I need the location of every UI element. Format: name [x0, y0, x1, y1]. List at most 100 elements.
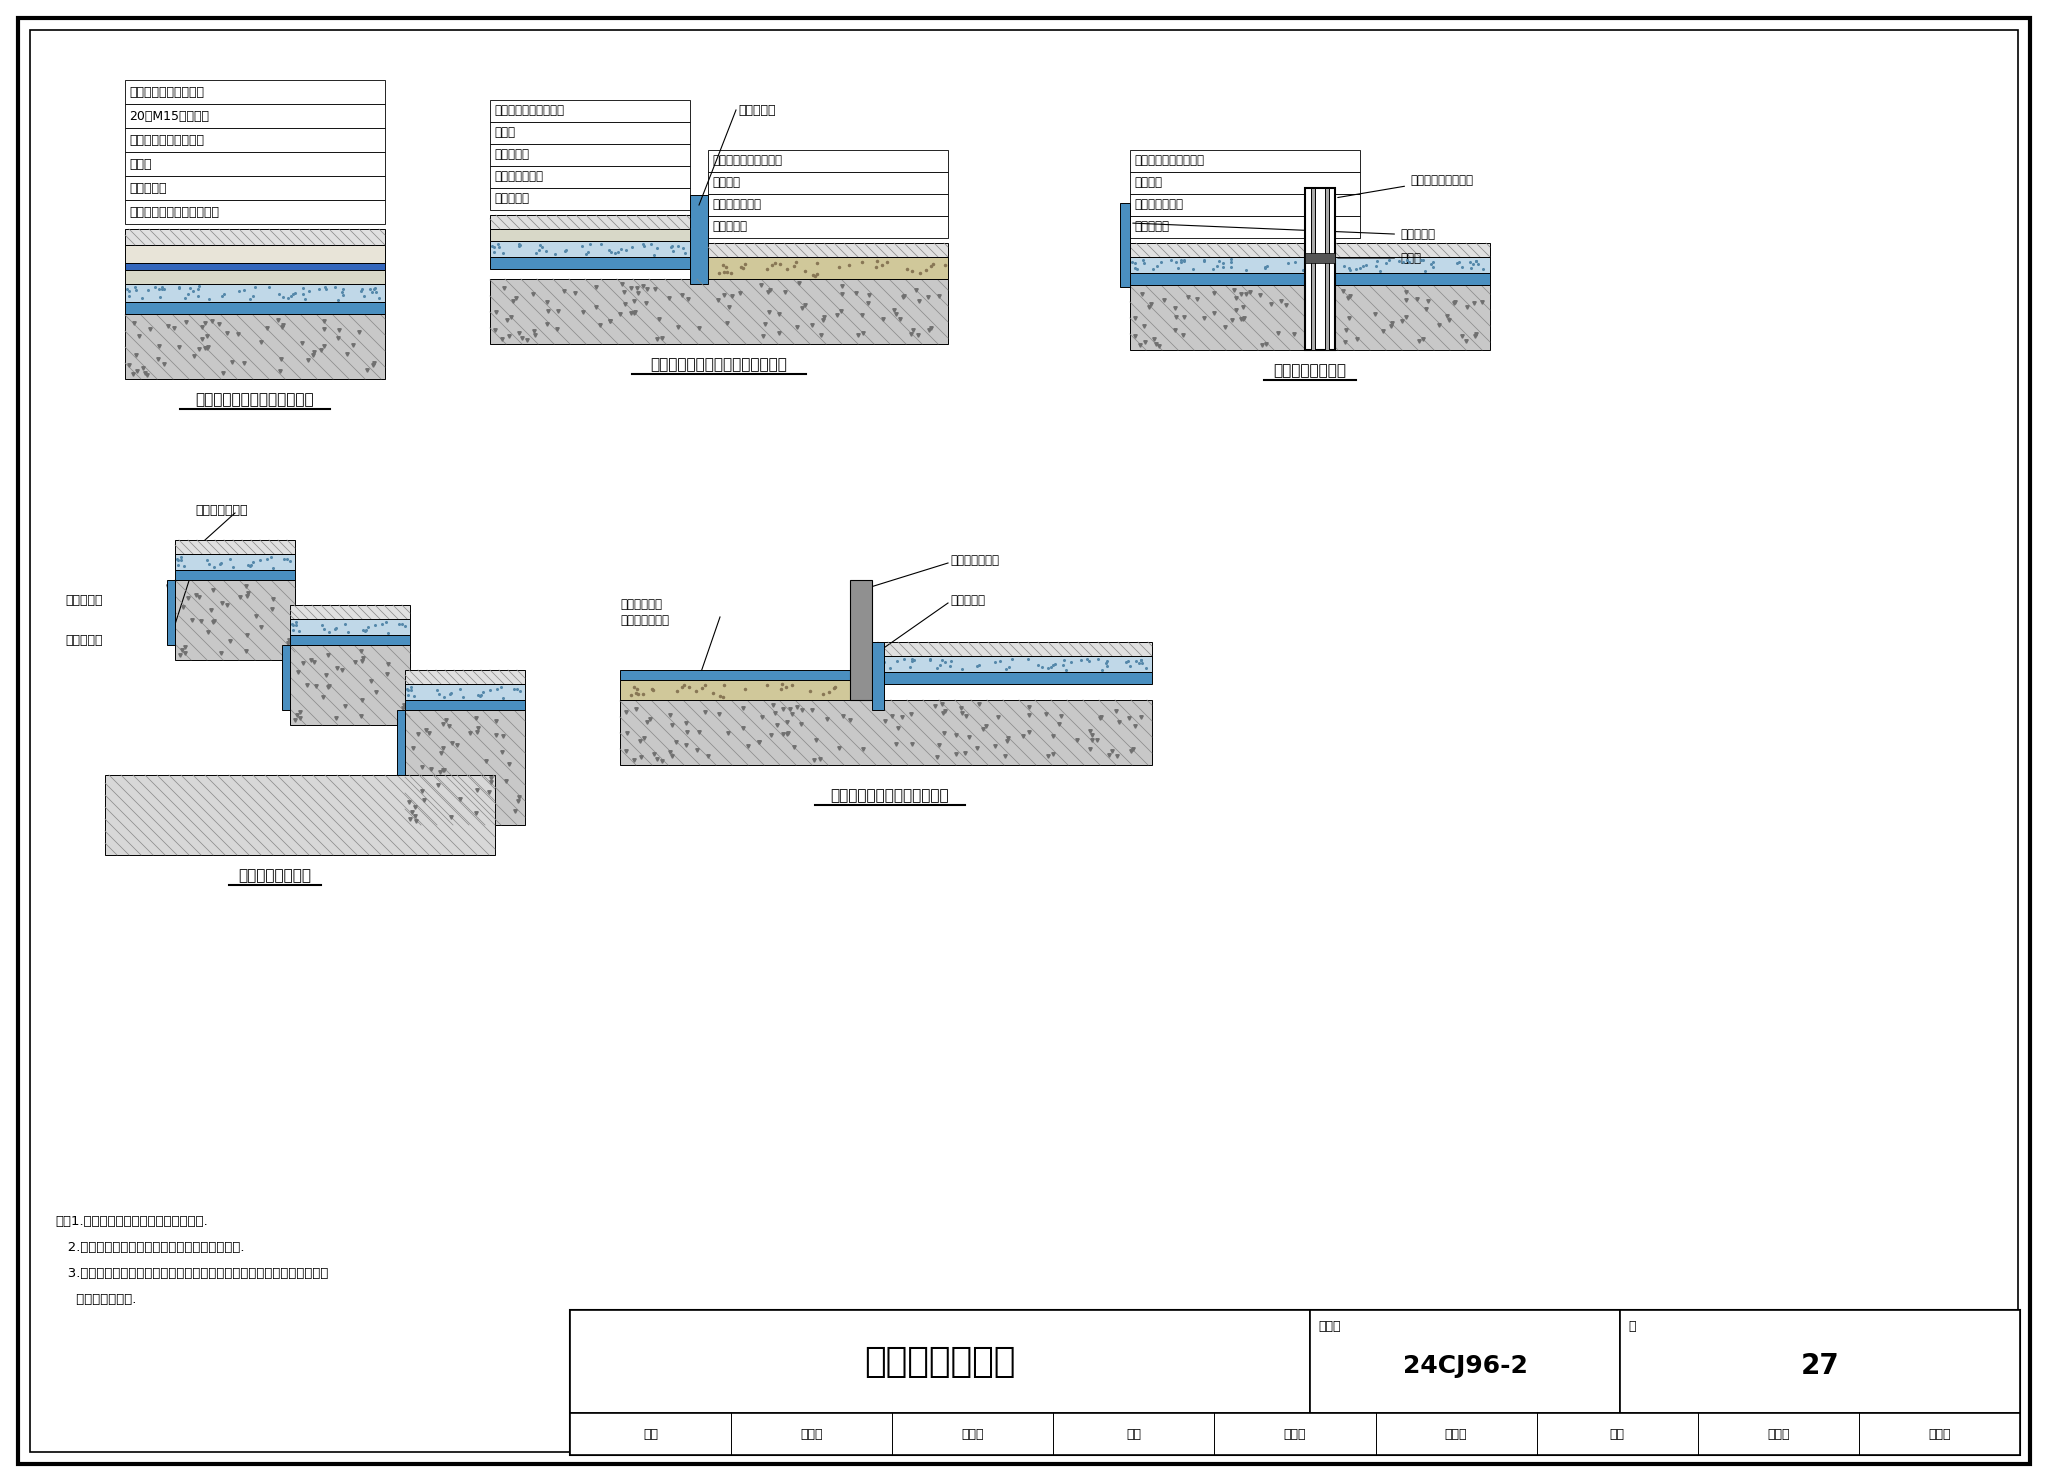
- Text: 2.楼板面层可选择性较多，图集仅列出典型做法.: 2.楼板面层可选择性较多，图集仅列出典型做法.: [55, 1240, 244, 1254]
- Bar: [283, 645, 291, 710]
- Bar: [489, 256, 690, 270]
- Bar: [489, 188, 690, 210]
- Text: 钢筋混凝土楼板: 钢筋混凝土楼板: [494, 170, 543, 184]
- Bar: [1130, 256, 1491, 273]
- Bar: [174, 554, 295, 571]
- Text: 注：1.隔声层可选择隔声垫或保温隔声板.: 注：1.隔声层可选择隔声垫或保温隔声板.: [55, 1215, 207, 1229]
- Text: 地砖等硬质地面: 地砖等硬质地面: [195, 504, 248, 517]
- Bar: [174, 579, 295, 659]
- Text: 竖向隔声垫: 竖向隔声垫: [737, 104, 776, 117]
- Text: 20厚M15水泥砂浆: 20厚M15水泥砂浆: [129, 110, 209, 123]
- Text: 薛凌风: 薛凌风: [1767, 1427, 1790, 1441]
- Bar: [690, 196, 709, 285]
- Bar: [406, 700, 524, 710]
- Bar: [489, 242, 690, 256]
- Text: 图集号: 图集号: [1319, 1320, 1341, 1332]
- Bar: [397, 710, 406, 775]
- Bar: [291, 634, 410, 645]
- Bar: [872, 671, 1151, 685]
- Bar: [125, 262, 385, 270]
- Text: 竖向隔声垫: 竖向隔声垫: [1133, 224, 1436, 242]
- Text: 密封胶: 密封胶: [1337, 252, 1421, 264]
- Text: 卫生间与无水房间交接处示意: 卫生间与无水房间交接处示意: [831, 788, 950, 803]
- Text: 有防水要求的隔声楼地面示意: 有防水要求的隔声楼地面示意: [197, 393, 313, 408]
- Bar: [406, 685, 524, 700]
- Text: 钢筋混凝土楼板: 钢筋混凝土楼板: [1135, 199, 1184, 212]
- Bar: [1130, 216, 1360, 239]
- Text: 页: 页: [1628, 1320, 1636, 1332]
- Text: 薛凌风: 薛凌风: [1929, 1427, 1950, 1441]
- Bar: [174, 539, 295, 554]
- Bar: [709, 194, 948, 216]
- Text: 复合隔声垫: 复合隔声垫: [66, 633, 102, 646]
- Bar: [489, 279, 948, 344]
- Bar: [291, 605, 410, 619]
- Bar: [621, 670, 850, 680]
- Bar: [569, 1310, 2019, 1455]
- Bar: [709, 172, 948, 194]
- Text: 王国存: 王国存: [801, 1427, 823, 1441]
- Text: 27: 27: [1800, 1353, 1839, 1381]
- Text: 竖向隔声垫: 竖向隔声垫: [950, 593, 985, 606]
- Text: 防护层: 防护层: [494, 126, 514, 139]
- Text: 饰面层（按工程设计）: 饰面层（按工程设计）: [129, 86, 205, 98]
- Bar: [1305, 188, 1335, 350]
- Bar: [406, 670, 524, 685]
- Bar: [872, 657, 1151, 671]
- Bar: [125, 230, 385, 245]
- Text: 钢筋混凝土楼板: 钢筋混凝土楼板: [713, 199, 762, 212]
- Bar: [709, 243, 948, 256]
- Bar: [406, 710, 524, 825]
- Bar: [168, 579, 174, 645]
- Bar: [1620, 1310, 2019, 1412]
- Text: 保温隔声层: 保温隔声层: [494, 148, 528, 162]
- Text: （按工程设计）: （按工程设计）: [621, 615, 670, 627]
- Bar: [291, 619, 410, 634]
- Text: 竖向隔声垫: 竖向隔声垫: [66, 593, 102, 606]
- Text: 隔声楼地面示意: 隔声楼地面示意: [864, 1344, 1016, 1378]
- Bar: [125, 104, 385, 127]
- Bar: [489, 122, 690, 144]
- Text: 审核: 审核: [643, 1427, 657, 1441]
- Bar: [489, 166, 690, 188]
- Bar: [489, 144, 690, 166]
- Text: 楼面垫层: 楼面垫层: [713, 176, 739, 190]
- Bar: [709, 150, 948, 172]
- Text: 钢筋混凝土楼板或叠合楼板: 钢筋混凝土楼板或叠合楼板: [129, 206, 219, 218]
- Text: 等硬质地面踏步.: 等硬质地面踏步.: [55, 1292, 137, 1306]
- Bar: [125, 302, 385, 314]
- Bar: [872, 642, 885, 710]
- Text: 潘贤乐: 潘贤乐: [1444, 1427, 1466, 1441]
- Text: 24CJ96-2: 24CJ96-2: [1403, 1355, 1528, 1378]
- Text: 防水层（按工程设计）: 防水层（按工程设计）: [129, 133, 205, 147]
- Bar: [1130, 285, 1491, 350]
- Bar: [709, 216, 948, 239]
- Bar: [1305, 253, 1335, 262]
- Text: 饰面层（按工程设计）: 饰面层（按工程设计）: [713, 154, 782, 167]
- Bar: [1130, 172, 1360, 194]
- Bar: [1311, 188, 1315, 350]
- Text: 卫生间隔墙或门: 卫生间隔墙或门: [950, 553, 999, 566]
- Text: 潘贤乐: 潘贤乐: [1284, 1427, 1307, 1441]
- Bar: [125, 80, 385, 104]
- Bar: [125, 314, 385, 379]
- Bar: [291, 645, 410, 725]
- Text: 防护层: 防护层: [129, 157, 152, 170]
- Bar: [174, 571, 295, 579]
- Bar: [489, 99, 690, 122]
- Bar: [1130, 243, 1491, 256]
- Bar: [125, 245, 385, 262]
- Text: 卫生间防水层: 卫生间防水层: [621, 599, 662, 612]
- Bar: [125, 270, 385, 285]
- Text: 王国存: 王国存: [961, 1427, 983, 1441]
- Bar: [569, 1310, 1311, 1412]
- Bar: [709, 256, 948, 279]
- Bar: [489, 215, 690, 230]
- Bar: [125, 127, 385, 153]
- Bar: [621, 700, 1151, 765]
- Text: 隔声楼面和普通楼地面交接处示意: 隔声楼面和普通楼地面交接处示意: [651, 357, 786, 372]
- Bar: [621, 680, 850, 700]
- Text: 或叠合楼板: 或叠合楼板: [494, 193, 528, 206]
- Text: 饰面层（按工程设计）: 饰面层（按工程设计）: [1135, 154, 1204, 167]
- Bar: [1120, 203, 1130, 288]
